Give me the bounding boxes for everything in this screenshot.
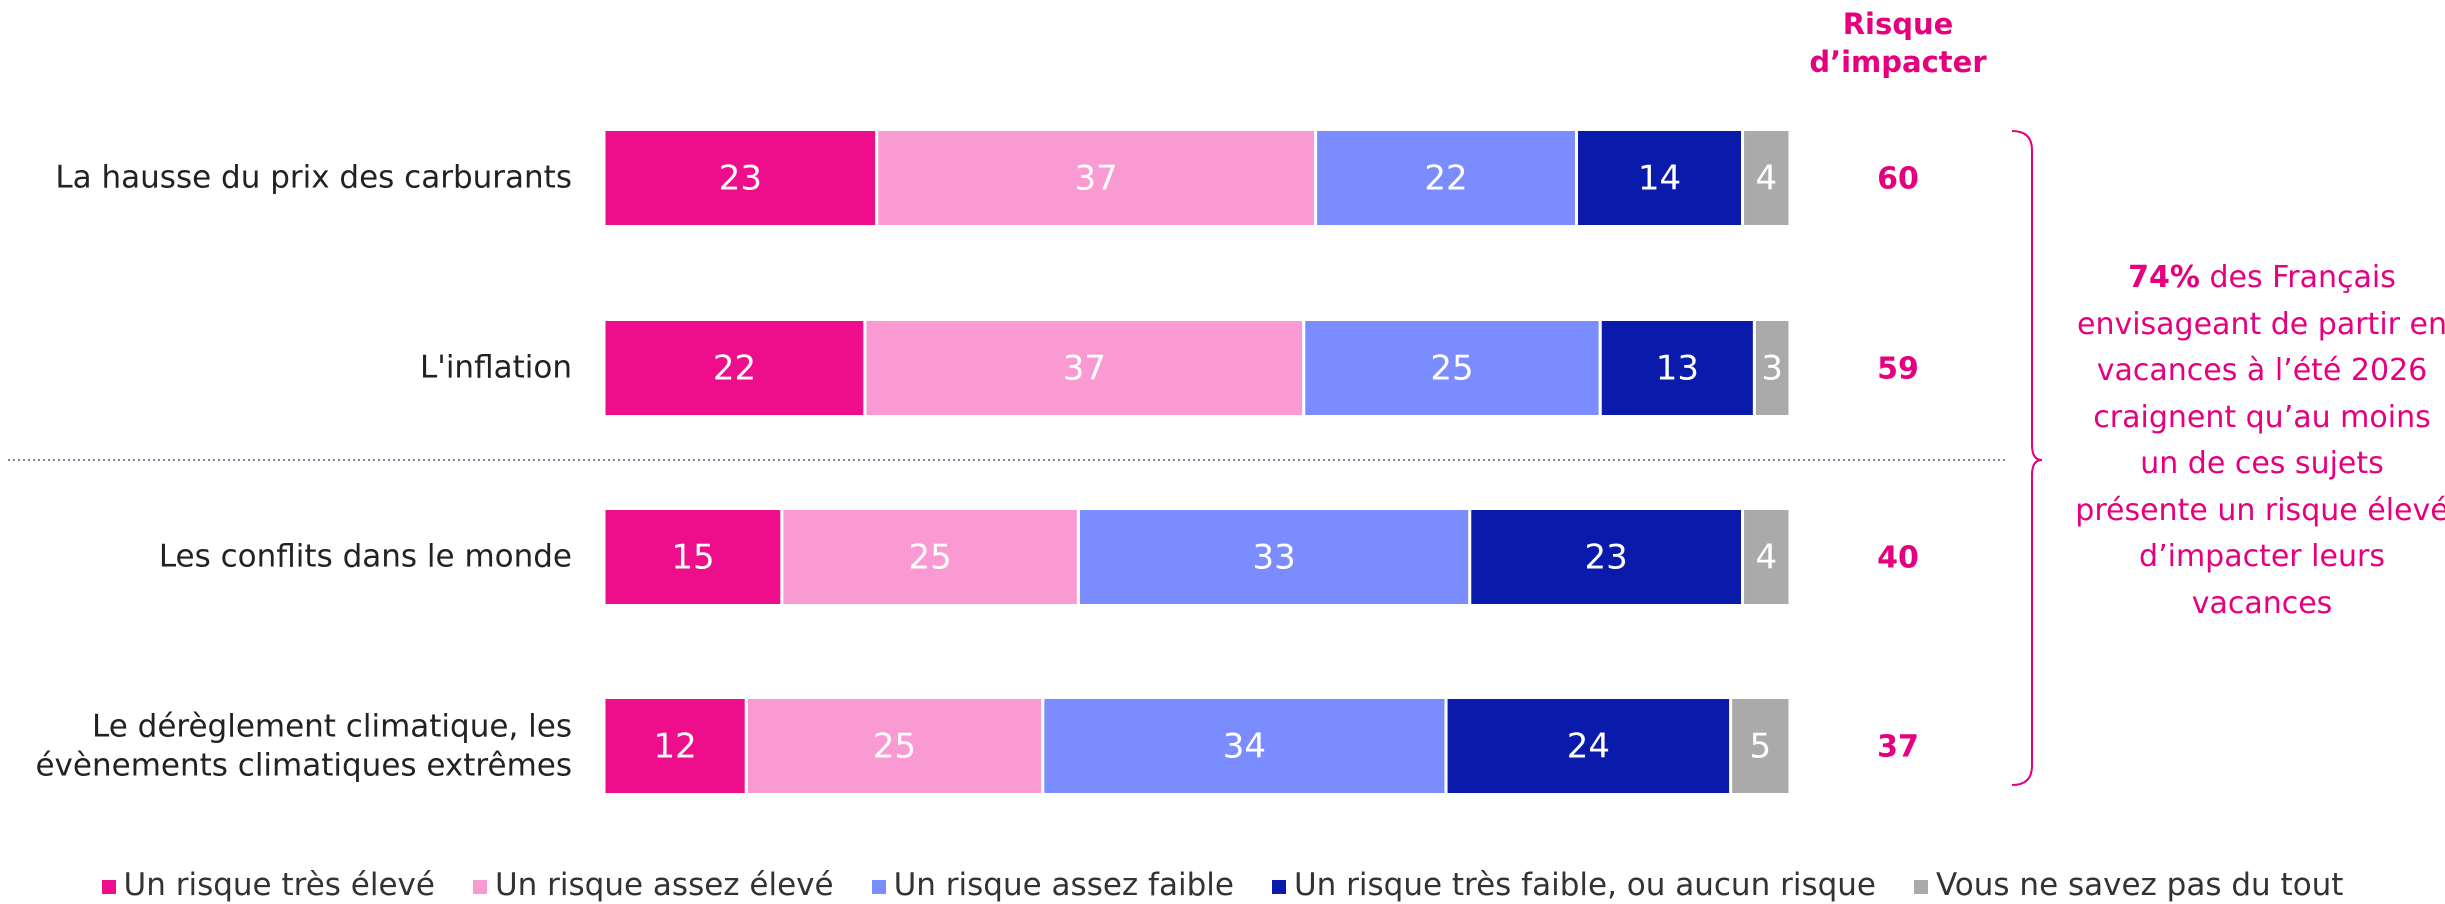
legend-item: Vous ne savez pas du tout <box>1914 867 2343 903</box>
value-label: 15 <box>671 538 714 578</box>
legend-swatch <box>871 879 886 894</box>
legend-label: Un risque très élevé <box>123 867 435 903</box>
bar-segment <box>1575 128 1745 228</box>
category-label: Le dérèglement climatique, les évènement… <box>35 708 572 783</box>
total-label: 60 <box>1877 162 1919 197</box>
value-label: 25 <box>1430 349 1473 389</box>
value-label: 33 <box>1252 538 1295 578</box>
bar-segment <box>1444 696 1733 796</box>
category-label: La hausse du prix des carburants <box>55 159 572 196</box>
legend-label: Un risque très faible, ou aucun risque <box>1293 867 1876 903</box>
bar-segment <box>1076 507 1472 607</box>
value-label: 4 <box>1755 159 1777 199</box>
value-label: 34 <box>1223 727 1266 767</box>
legend-swatch <box>472 879 487 894</box>
legend-label: Un risque assez faible <box>893 867 1234 903</box>
value-label: 24 <box>1567 727 1610 767</box>
total-label: 59 <box>1877 352 1919 387</box>
bar-segment <box>1314 128 1579 228</box>
legend-label: Vous ne savez pas du tout <box>1936 867 2344 903</box>
bar-segment <box>602 507 784 607</box>
value-label: 25 <box>873 727 916 767</box>
legend-swatch <box>1914 879 1928 894</box>
total-label: 37 <box>1877 730 1919 765</box>
value-label: 37 <box>1075 159 1118 199</box>
value-label: 25 <box>909 538 952 578</box>
value-label: 14 <box>1638 159 1681 199</box>
value-label: 5 <box>1750 727 1772 767</box>
annotation: 74% des Français envisageant de partir e… <box>2072 255 2445 627</box>
category-label: Les conflits dans le monde <box>158 538 572 575</box>
bar-segment <box>1752 318 1792 418</box>
value-label: 12 <box>654 727 697 767</box>
legend: Un risque très élevé Un risque assez élev… <box>0 867 2445 903</box>
bar-segment <box>780 507 1080 607</box>
value-label: 37 <box>1063 349 1106 389</box>
legend-item: Un risque très élevé <box>101 867 435 903</box>
legend-swatch <box>1271 879 1286 894</box>
bar-segment <box>1729 696 1792 796</box>
annotation-bold: 74% <box>2128 260 2200 295</box>
total-header: Risque d’impacter <box>1809 7 1987 79</box>
bar-segment <box>875 128 1318 228</box>
bar-segment <box>1741 128 1792 228</box>
value-label: 22 <box>713 349 756 389</box>
bar-segment <box>1741 507 1792 607</box>
value-label: 23 <box>719 159 762 199</box>
bar-segment <box>602 318 867 418</box>
value-label: 23 <box>1585 538 1628 578</box>
value-label: 4 <box>1755 538 1777 578</box>
legend-swatch <box>101 879 116 894</box>
annotation-text: des Français envisageant de partir en va… <box>2075 260 2445 621</box>
bracket <box>2011 130 2043 786</box>
total-label: 40 <box>1877 541 1919 576</box>
legend-label: Un risque assez élevé <box>494 867 834 903</box>
bar-segment <box>863 318 1306 418</box>
bar-segment <box>1041 696 1448 796</box>
value-label: 3 <box>1761 349 1783 389</box>
legend-item: Un risque très faible, ou aucun risque <box>1271 867 1876 903</box>
value-label: 22 <box>1424 159 1467 199</box>
value-label: 13 <box>1656 349 1699 389</box>
category-label: L'inflation <box>420 349 572 386</box>
legend-item: Un risque assez élevé <box>472 867 834 903</box>
legend-item: Un risque assez faible <box>871 867 1234 903</box>
